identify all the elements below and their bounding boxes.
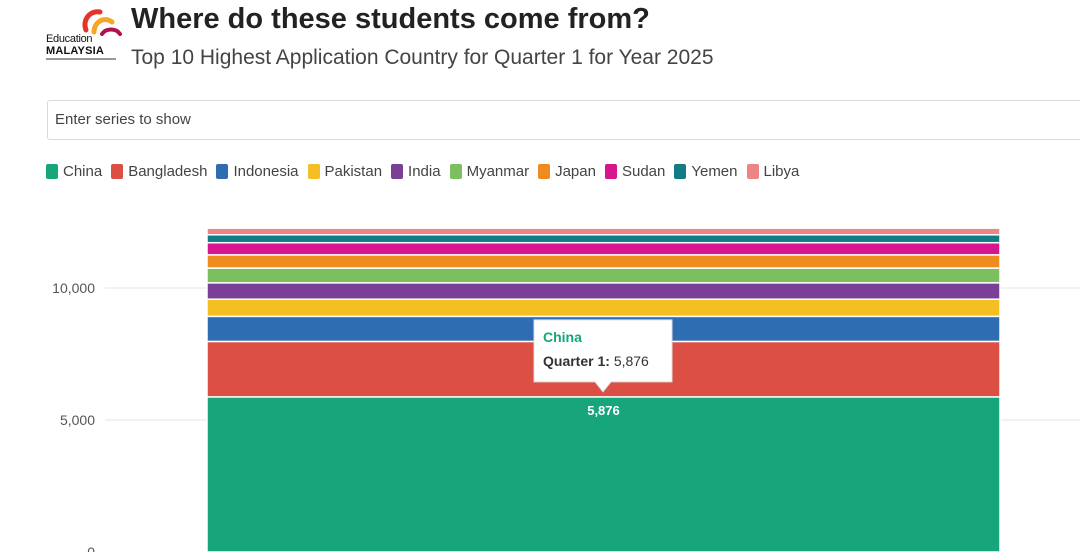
y-tick-label: 0: [87, 544, 95, 552]
tooltip-label: Quarter 1:: [543, 353, 614, 369]
legend-label: Libya: [763, 162, 800, 180]
legend-label: Pakistan: [324, 162, 383, 180]
legend-swatch: [46, 163, 58, 179]
chart-legend: China Bangladesh Indonesia Pakistan India Mya…: [46, 160, 808, 182]
legend-item-myanmar[interactable]: Myanmar: [449, 162, 530, 180]
logo-mark-icon: [82, 9, 122, 36]
y-tick-label: 10,000: [52, 280, 95, 296]
legend-swatch: [307, 163, 320, 179]
legend-swatch: [538, 163, 551, 179]
legend-item-indonesia[interactable]: Indonesia: [216, 162, 299, 180]
bar-segment-libya[interactable]: [206, 227, 1001, 236]
legend-label: Indonesia: [233, 162, 299, 180]
legend-label: Bangladesh: [128, 162, 208, 180]
logo-line1: Education: [46, 33, 93, 45]
legend-label: China: [63, 162, 103, 180]
header: Education MALAYSIA Where do these studen…: [0, 0, 1080, 90]
stacked-bar-chart: 0 5,000 10,000 5,876 China Quarter 1: 5,876: [52, 227, 1080, 552]
legend-label: India: [408, 162, 441, 180]
legend-swatch: [674, 163, 687, 179]
page-title: Where do these students come from?: [131, 3, 650, 35]
series-filter-box[interactable]: [47, 100, 1080, 140]
legend-label: Yemen: [691, 162, 738, 180]
legend-item-libya[interactable]: Libya: [746, 162, 800, 180]
legend-swatch: [391, 163, 404, 179]
legend-swatch: [111, 163, 124, 179]
legend-item-pakistan[interactable]: Pakistan: [307, 162, 383, 180]
tooltip: China Quarter 1: 5,876: [533, 319, 673, 393]
bar-segment-pakistan[interactable]: [206, 298, 1001, 318]
legend-item-india[interactable]: India: [391, 163, 441, 180]
legend-item-bangladesh[interactable]: Bangladesh: [111, 163, 207, 180]
y-tick-label: 5,000: [60, 412, 95, 428]
legend-swatch: [216, 163, 229, 179]
series-filter-input[interactable]: [55, 111, 655, 128]
legend-item-china[interactable]: China: [46, 163, 102, 180]
tooltip-series: China: [543, 329, 582, 345]
bar-segment-myanmar[interactable]: [206, 267, 1001, 284]
legend-label: Japan: [555, 162, 596, 180]
legend-label: Myanmar: [466, 162, 530, 180]
bar-segment-india[interactable]: [206, 282, 1001, 300]
tooltip-value: Quarter 1: 5,876: [543, 353, 649, 369]
page-subtitle: Top 10 Highest Application Country for Q…: [131, 46, 714, 69]
bar-segment-japan[interactable]: [206, 254, 1001, 269]
legend-item-yemen[interactable]: Yemen: [674, 162, 738, 180]
logo-line2: MALAYSIA: [46, 45, 105, 57]
bar-segment-sudan[interactable]: [206, 241, 1001, 256]
data-label-china: 5,876: [587, 403, 620, 418]
legend-swatch: [746, 163, 759, 179]
legend-swatch: [604, 163, 617, 179]
legend-item-japan[interactable]: Japan: [538, 163, 596, 180]
education-malaysia-logo: Education MALAYSIA: [46, 6, 124, 62]
bar-segment-china[interactable]: [206, 396, 1001, 552]
tooltip-number: 5,876: [614, 353, 649, 369]
logo-underline: [46, 58, 116, 60]
tooltip-box: [533, 319, 673, 393]
bar-segment-yemen[interactable]: [206, 234, 1001, 244]
legend-label: Sudan: [621, 162, 666, 180]
legend-item-sudan[interactable]: Sudan: [604, 162, 666, 180]
legend-swatch: [449, 163, 462, 179]
